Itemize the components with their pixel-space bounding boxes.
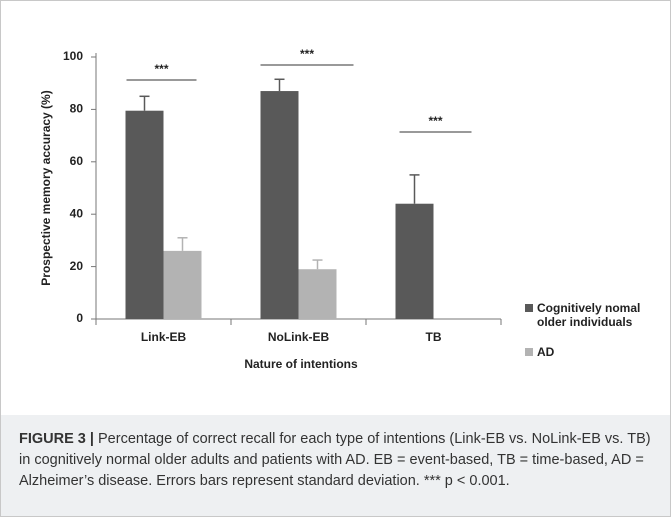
y-axis-title: Prospective memory accuracy (%) (39, 90, 53, 285)
y-tick-label: 40 (70, 206, 84, 220)
significance-label: *** (428, 114, 442, 128)
legend-swatch (525, 348, 533, 356)
error-bar (177, 237, 188, 251)
error-bar (139, 95, 150, 111)
legend-label: Cognitively nomal older individuals (537, 301, 641, 329)
significance-label: *** (154, 62, 168, 76)
bar (125, 110, 164, 320)
legend-label: AD (537, 345, 555, 359)
y-tick-label: 0 (76, 311, 83, 325)
x-axis-title: Nature of intentions (244, 357, 358, 371)
y-tick-label: 80 (70, 102, 84, 116)
error-bar (312, 259, 323, 270)
bar (298, 269, 337, 319)
caption-label: FIGURE 3 | (19, 431, 94, 447)
x-tick-label: Link-EB (141, 330, 187, 344)
bar (395, 203, 434, 319)
significance-label: *** (300, 47, 314, 61)
caption-text: Percentage of correct recall for each ty… (19, 431, 651, 489)
bar (260, 91, 299, 319)
error-bar (409, 174, 420, 204)
y-tick-label: 100 (63, 49, 83, 63)
chart: Nature of intentions Prospective memory … (39, 47, 502, 371)
y-tick-label: 60 (70, 154, 84, 168)
x-tick-label: TB (426, 330, 442, 344)
legend: Cognitively nomal older individuals AD (525, 301, 665, 375)
x-tick-label: NoLink-EB (268, 330, 330, 344)
legend-swatch (525, 304, 533, 312)
legend-item: AD (525, 345, 665, 359)
bar (163, 250, 202, 319)
y-tick-label: 20 (70, 259, 84, 273)
legend-item: Cognitively nomal older individuals (525, 301, 665, 329)
caption: FIGURE 3 | Percentage of correct recall … (1, 415, 670, 516)
error-bar (274, 78, 285, 92)
